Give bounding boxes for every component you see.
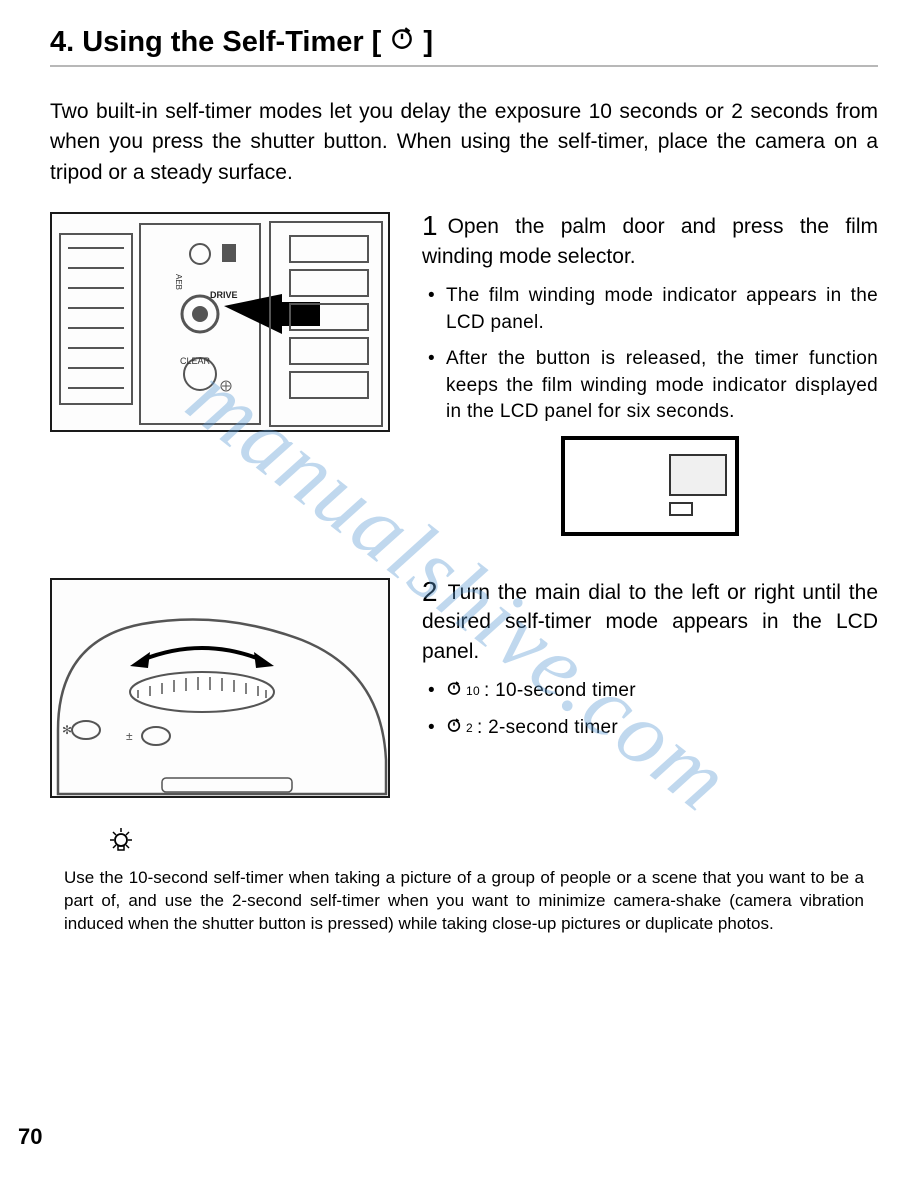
timer-option-2: 2 : 2-second timer [446, 715, 878, 742]
step-1: AEB DRIVE CLEAR [50, 212, 878, 558]
heading-bracket-close: ] [423, 26, 433, 59]
tip-section: Use the 10-second self-timer when taking… [50, 826, 878, 936]
tip-text: Use the 10-second self-timer when taking… [64, 867, 864, 936]
step-1-bullet-2: After the button is released, the timer … [446, 346, 878, 426]
step-2-bullets: 10 : 10-second timer 2 : 2-second timer [422, 678, 878, 741]
heading-title: Using the Self-Timer [82, 26, 363, 59]
step-1-heading: 1 Open the palm door and press the film … [422, 212, 878, 271]
timer-2-subscript: 2 [466, 720, 473, 737]
timer-10-superscript: 10 [466, 683, 480, 700]
clear-label: CLEAR [180, 356, 211, 366]
timer-10-label: : 10-second timer [484, 678, 636, 705]
self-timer-icon [446, 678, 462, 705]
heading-number: 4. [50, 26, 74, 59]
section-heading: 4. Using the Self-Timer [ ] [50, 25, 878, 59]
step-2-text: Turn the main dial to the left or right … [422, 581, 878, 663]
step-1-number: 1 [422, 212, 438, 240]
self-timer-icon [446, 715, 462, 742]
aeb-label: AEB [174, 274, 183, 290]
svg-text:✻: ✻ [62, 723, 72, 737]
step-1-bullets: The film winding mode indicator appears … [422, 283, 878, 426]
step-1-figure: AEB DRIVE CLEAR [50, 212, 400, 432]
camera-main-dial-diagram: ✻ ± [50, 578, 390, 798]
svg-text:±: ± [126, 729, 133, 743]
drive-label: DRIVE [210, 290, 238, 300]
intro-paragraph: Two built-in self-timer modes let you de… [50, 97, 878, 188]
lcd-panel-diagram [561, 436, 739, 536]
self-timer-icon [389, 25, 415, 56]
step-1-text: Open the palm door and press the film wi… [422, 215, 878, 267]
heading-bracket-open: [ [372, 26, 382, 59]
step-2: ✻ ± 2 Turn the main dial to the left or … [50, 578, 878, 798]
lightbulb-icon [106, 826, 864, 861]
timer-2-label: : 2-second timer [477, 715, 618, 742]
step-2-number: 2 [422, 578, 438, 606]
heading-rule [50, 65, 878, 67]
step-2-figure: ✻ ± [50, 578, 400, 798]
timer-option-10: 10 : 10-second timer [446, 678, 878, 705]
camera-palm-door-diagram: AEB DRIVE CLEAR [50, 212, 390, 432]
page-number: 70 [18, 1124, 42, 1150]
step-1-bullet-1: The film winding mode indicator appears … [446, 283, 878, 336]
step-2-heading: 2 Turn the main dial to the left or righ… [422, 578, 878, 666]
